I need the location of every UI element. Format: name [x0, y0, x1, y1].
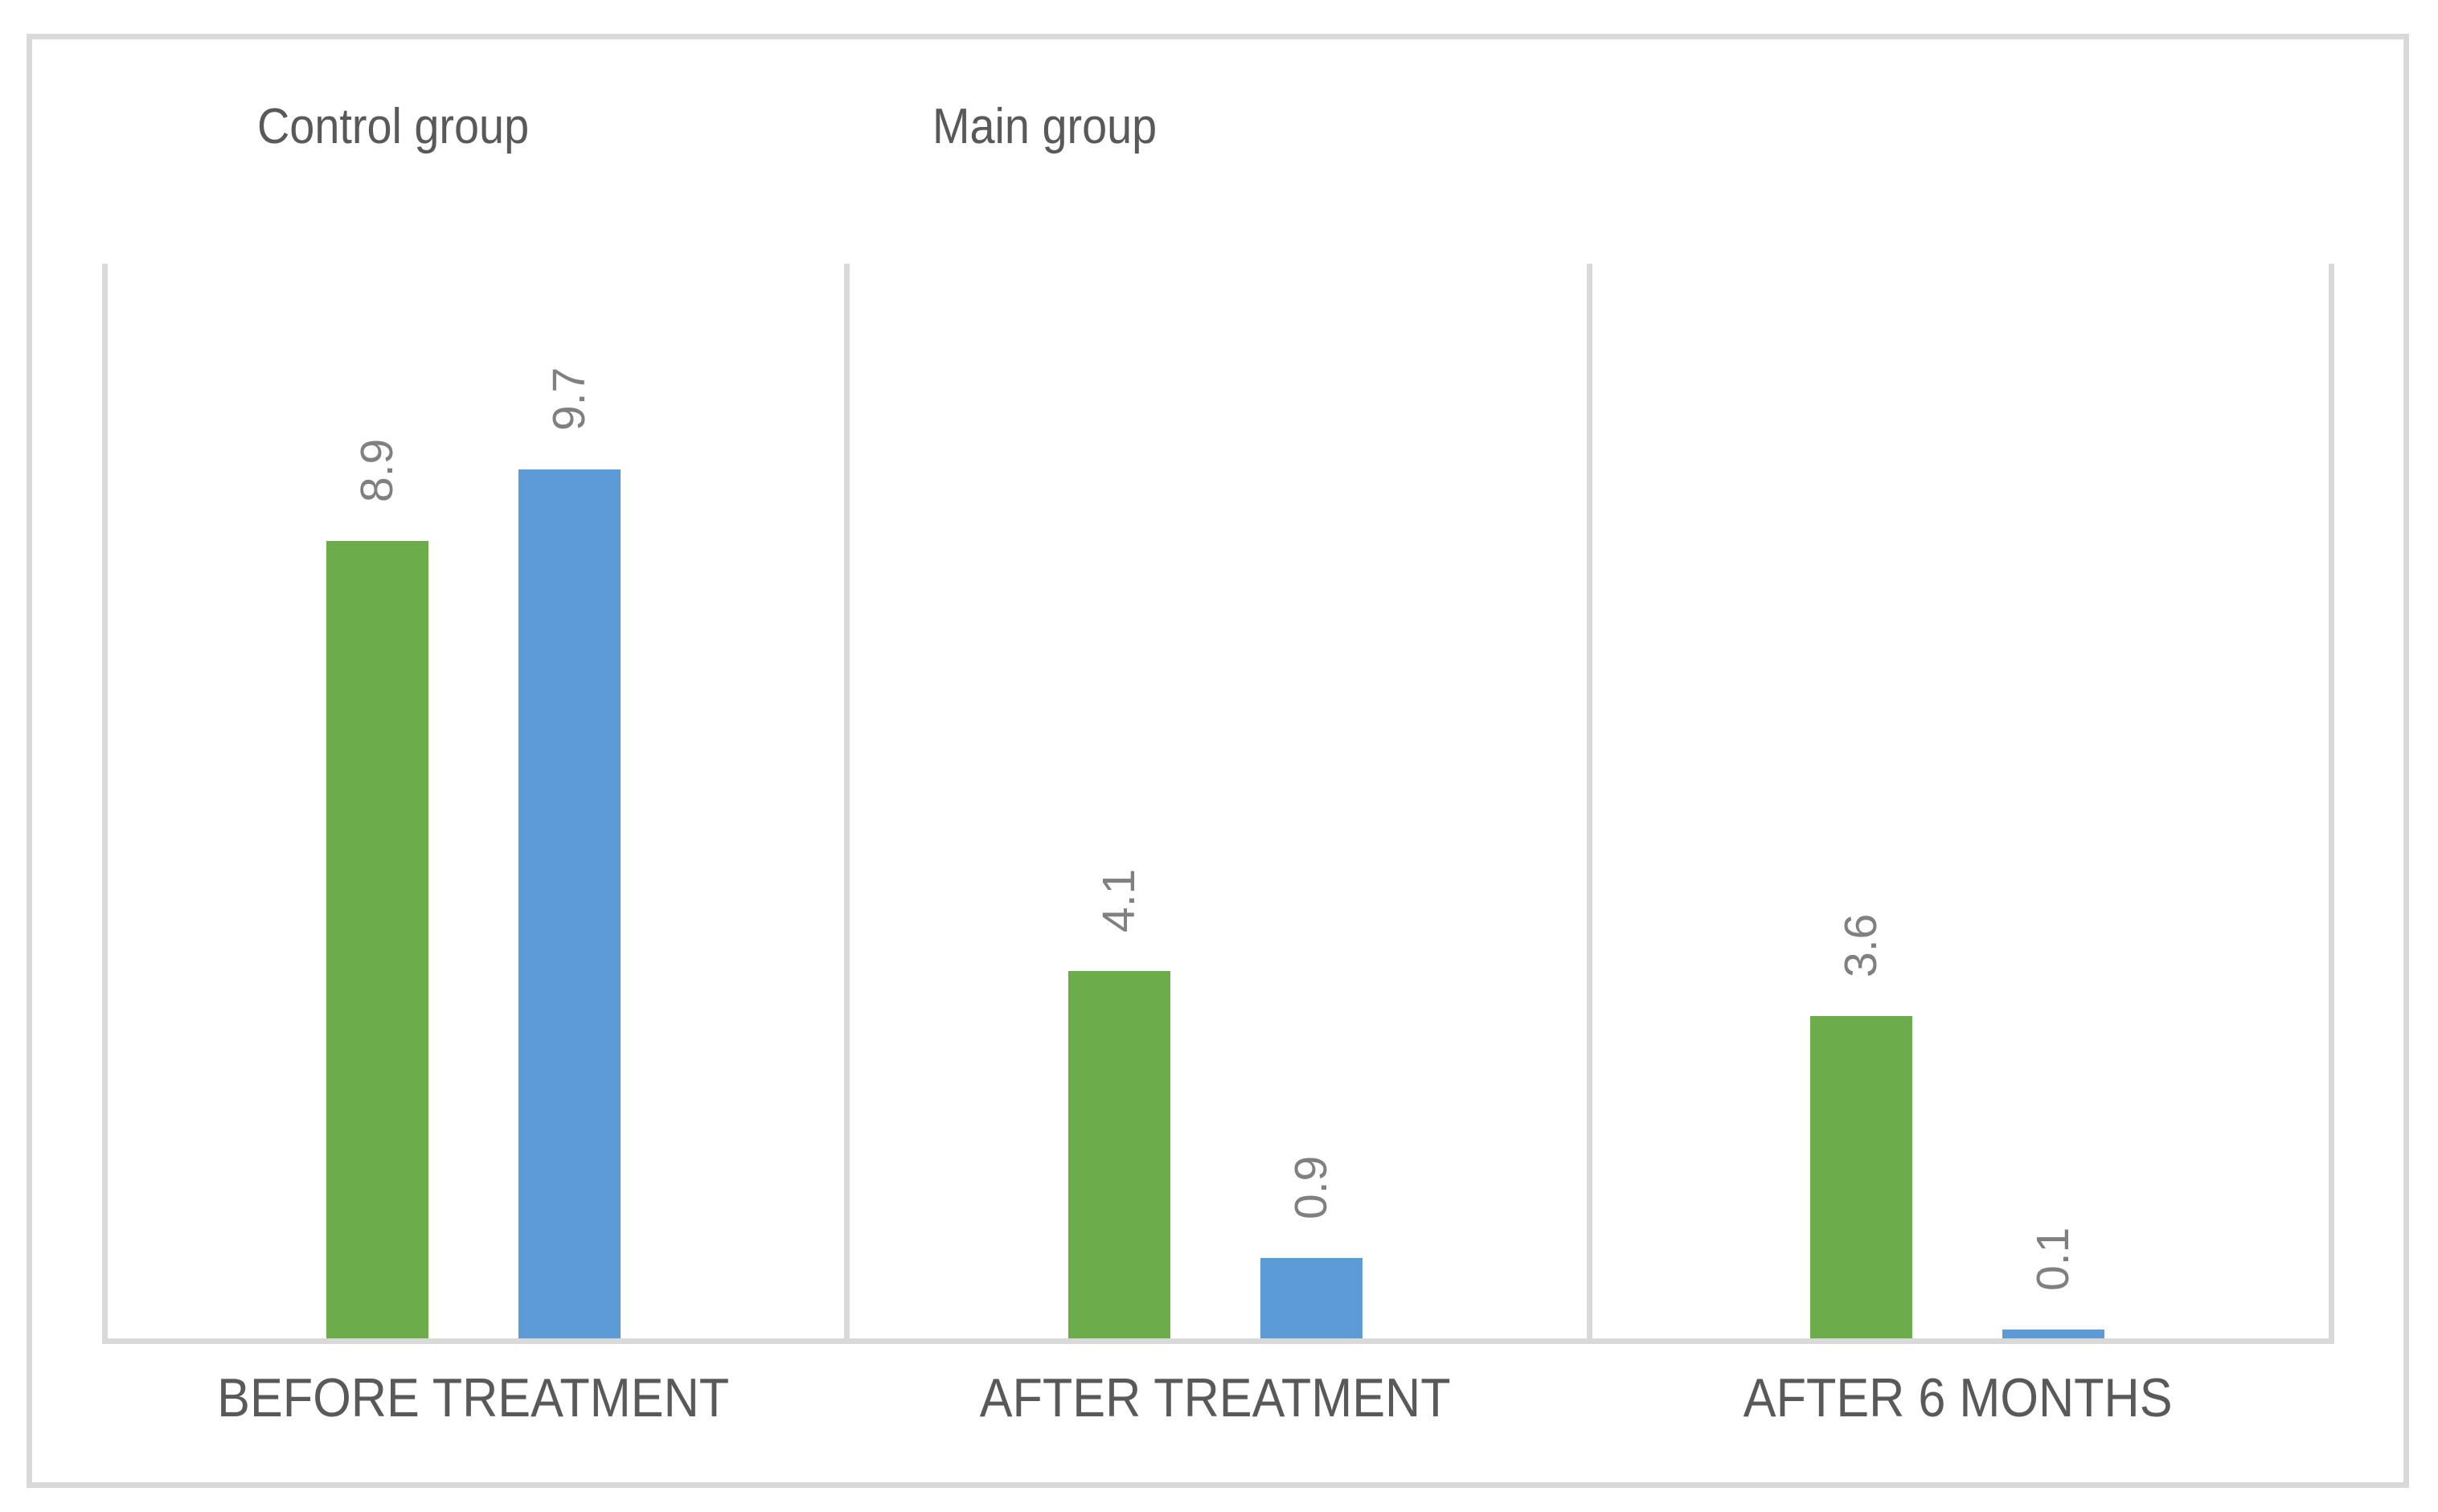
panel-separator-line [844, 264, 850, 1338]
series-label-main-group: Main group [932, 99, 1158, 154]
bar-main-group-before-treatment [518, 469, 621, 1338]
data-label-control-group-after-treatment: 4.1 [1093, 868, 1145, 933]
data-label-control-group-after-6-months: 3.6 [1835, 913, 1887, 977]
x-axis-label-before-treatment: BEFORE TREATMENT [217, 1367, 730, 1428]
x-axis-line [102, 1338, 2334, 1344]
panel-separator-line [102, 264, 108, 1338]
chart-frame [27, 34, 2409, 1488]
series-label-control-group: Control group [257, 99, 530, 154]
bar-control-group-after-treatment [1068, 971, 1170, 1338]
bar-main-group-after-6-months [2002, 1329, 2105, 1338]
panel-separator-line [1586, 264, 1592, 1338]
bar-main-group-after-treatment [1260, 1257, 1362, 1338]
data-label-main-group-after-6-months: 0.1 [2027, 1227, 2079, 1291]
data-label-main-group-before-treatment: 9.7 [543, 367, 595, 432]
x-axis-label-after-6-months: AFTER 6 MONTHS [1743, 1367, 2173, 1428]
bar-control-group-before-treatment [326, 541, 428, 1338]
data-label-main-group-after-treatment: 0.9 [1285, 1155, 1337, 1219]
panel-separator-line [2329, 264, 2334, 1338]
bar-control-group-after-6-months [1810, 1015, 1913, 1338]
data-label-control-group-before-treatment: 8.9 [350, 439, 403, 503]
x-axis-label-after-treatment: AFTER TREATMENT [980, 1367, 1451, 1428]
